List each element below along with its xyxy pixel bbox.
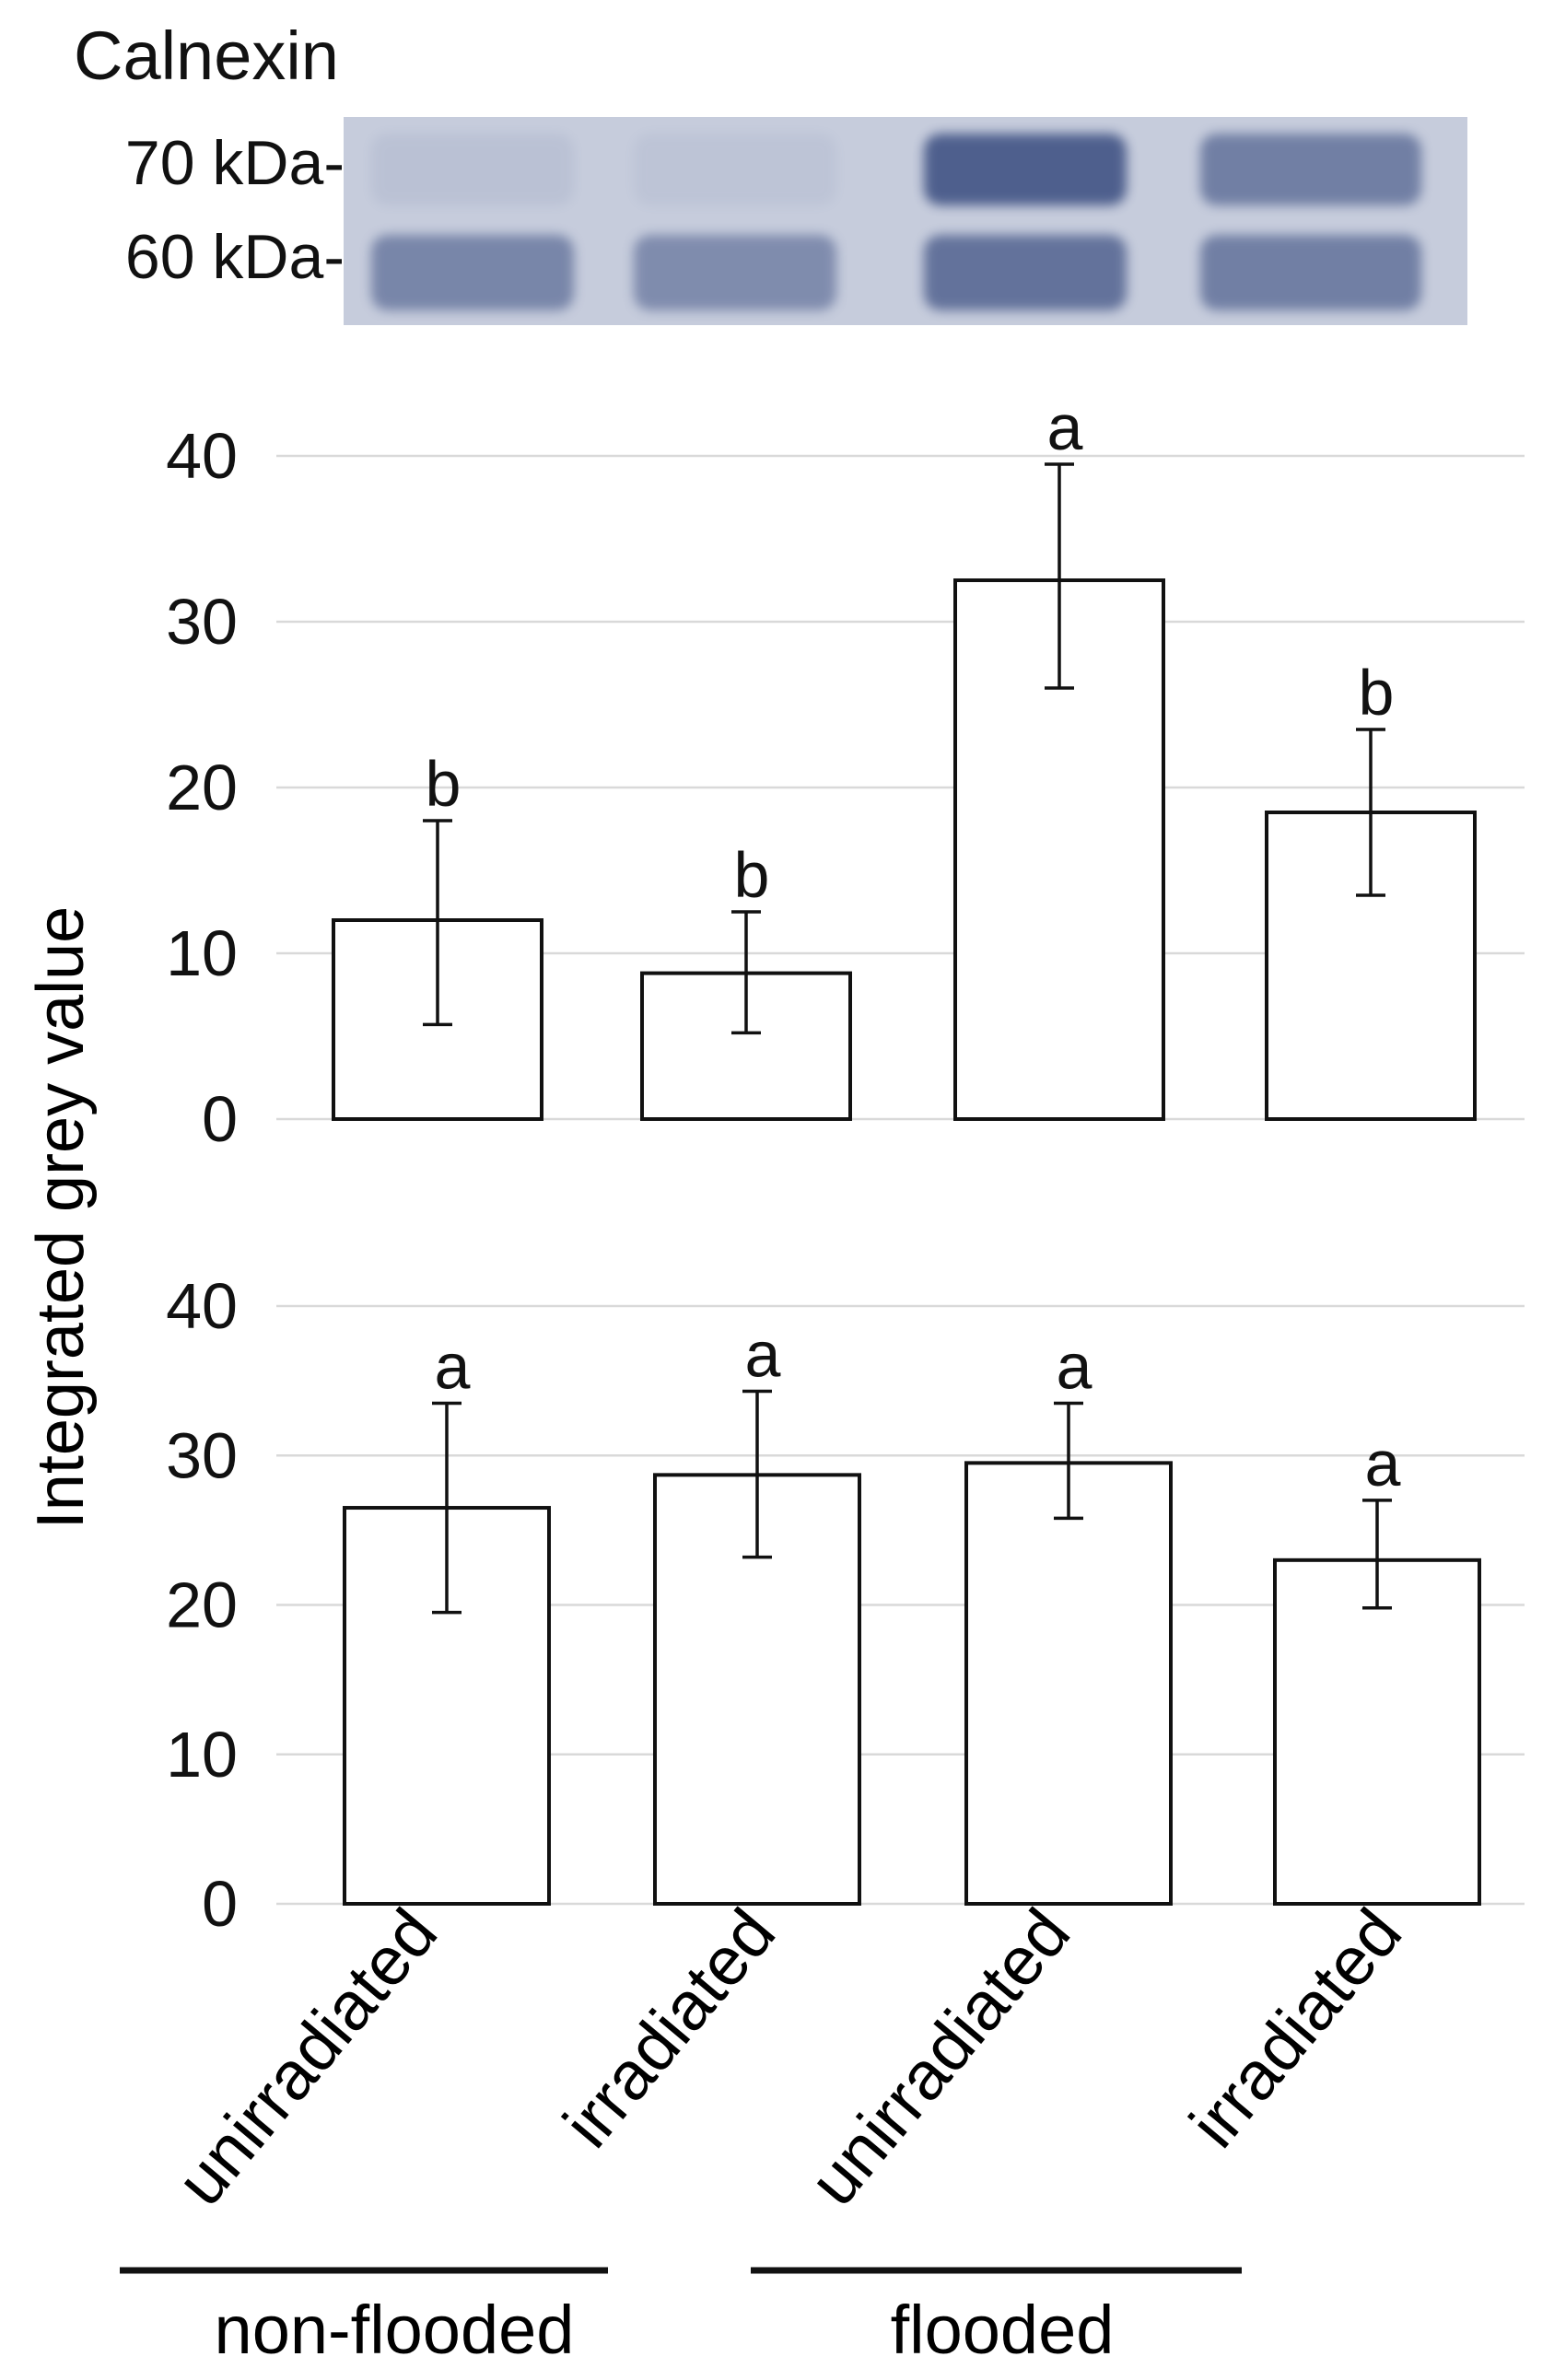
- marker-label-70: 70 kDa-: [124, 128, 345, 198]
- marker-label-60: 60 kDa-: [124, 222, 345, 292]
- significance-label: a: [1057, 1330, 1092, 1402]
- x-tick-label-2: irradiated: [548, 1895, 789, 2162]
- y-axis-label: Integrated grey value: [24, 906, 98, 1529]
- significance-label: b: [1359, 657, 1395, 729]
- x-tick-label-1: unirradiated: [161, 1895, 451, 2220]
- x-tick-label-3: unirradiated: [794, 1895, 1084, 2220]
- significance-label: b: [426, 748, 462, 820]
- band-lower-lane-2: [634, 235, 836, 310]
- significance-label: a: [1365, 1428, 1401, 1499]
- y-tick-label: 40: [166, 420, 238, 492]
- group-label-flooded: flooded: [891, 2292, 1115, 2368]
- band-lower-lane-4: [1200, 235, 1421, 310]
- band-lower-lane-1: [371, 235, 574, 310]
- bar: [1273, 1558, 1481, 1906]
- x-tick-label-4: irradiated: [1174, 1895, 1416, 2162]
- significance-label: a: [435, 1330, 471, 1402]
- band-upper-lane-3: [924, 134, 1127, 205]
- y-tick-label: 20: [166, 1569, 238, 1641]
- y-tick-label: 20: [166, 752, 238, 823]
- significance-label: b: [734, 839, 770, 911]
- y-tick-label: 10: [166, 1719, 238, 1791]
- chart-panel-bottom: 0 10 20 30 40 a a a a: [166, 1270, 1525, 1940]
- band-upper-lane-4: [1200, 134, 1421, 205]
- bar: [1265, 811, 1477, 1121]
- y-tick-label: 0: [202, 1868, 238, 1940]
- protein-title: Calnexin: [74, 18, 339, 94]
- group-label-non-flooded: non-flooded: [215, 2292, 575, 2368]
- significance-label: a: [745, 1318, 781, 1390]
- band-lower-lane-3: [924, 235, 1127, 310]
- y-tick-label: 10: [166, 917, 238, 989]
- band-upper-lane-1: [371, 134, 574, 205]
- y-tick-label: 40: [166, 1270, 238, 1342]
- band-upper-lane-2: [634, 134, 836, 205]
- y-tick-label: 30: [166, 1419, 238, 1491]
- y-tick-label: 30: [166, 586, 238, 658]
- significance-label: a: [1047, 391, 1083, 463]
- chart-panel-top: 0 10 20 30 40 b b a b: [166, 391, 1525, 1155]
- bar: [964, 1461, 1173, 1907]
- western-blot-image: [344, 117, 1467, 325]
- y-tick-label: 0: [202, 1083, 238, 1155]
